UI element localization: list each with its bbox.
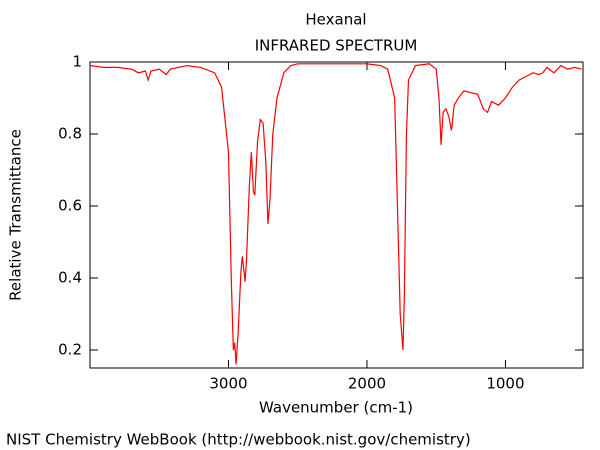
x-tick-label: 1000	[486, 375, 524, 393]
y-tick-label: 0.2	[58, 341, 82, 359]
x-tick-label: 3000	[209, 375, 247, 393]
plot-frame	[89, 61, 584, 369]
footer: NIST Chemistry WebBook (http://webbook.n…	[6, 431, 471, 449]
y-tick-label: 1	[72, 53, 82, 71]
chart-subtitle: INFRARED SPECTRUM	[255, 37, 418, 55]
y-tick-label: 0.4	[58, 269, 82, 287]
y-tick-label: 0.8	[58, 125, 82, 143]
x-axis-label: Wavenumber (cm-1)	[259, 399, 413, 417]
x-tick-label: 2000	[348, 375, 386, 393]
chart-title: Hexanal	[305, 11, 366, 29]
y-axis-label: Relative Transmittance	[7, 129, 25, 301]
spectrum-line	[89, 63, 582, 365]
y-tick-label: 0.6	[58, 197, 82, 215]
